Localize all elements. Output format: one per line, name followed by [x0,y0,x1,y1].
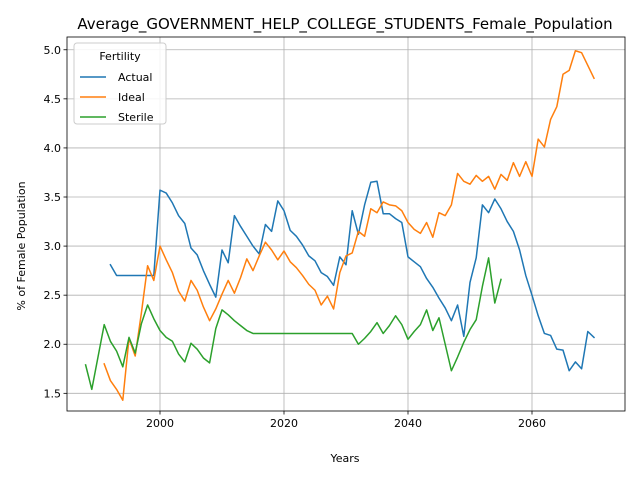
legend-label-ideal: Ideal [118,91,145,104]
y-tick-label: 4.0 [44,142,62,155]
legend-label-sterile: Sterile [118,111,154,124]
x-tick-label: 2060 [518,417,546,430]
x-tick-label: 2000 [146,417,174,430]
chart-title: Average_GOVERNMENT_HELP_COLLEGE_STUDENTS… [77,15,612,34]
plot-frame [66,36,626,412]
y-tick-label: 3.0 [44,240,62,253]
y-tick-label: 5.0 [44,44,62,57]
y-tick-label: 2.0 [44,338,62,351]
series-line-actual [109,180,596,372]
series-line-sterile [84,257,502,391]
x-tick-label: 2020 [270,417,298,430]
legend-frame [73,42,167,125]
y-tick-label: 1.5 [44,387,62,400]
series-layer [84,49,596,401]
y-axis-label: % of Female Population [15,181,28,310]
series-line-ideal [103,49,596,401]
legend-title: Fertility [99,50,141,63]
y-tick-label: 3.5 [44,191,62,204]
legend: Fertility Actual Ideal Sterile [73,42,167,125]
y-tick-label: 4.5 [44,93,62,106]
x-tick-label: 2040 [394,417,422,430]
x-axis-label: Years [329,452,359,465]
legend-label-actual: Actual [118,71,152,84]
y-tick-label: 2.5 [44,289,62,302]
axis-ticks: 2000 2020 2040 2060 1.5 2.0 2.5 3.0 3.5 4.0 4.5 5.0 [44,44,547,430]
